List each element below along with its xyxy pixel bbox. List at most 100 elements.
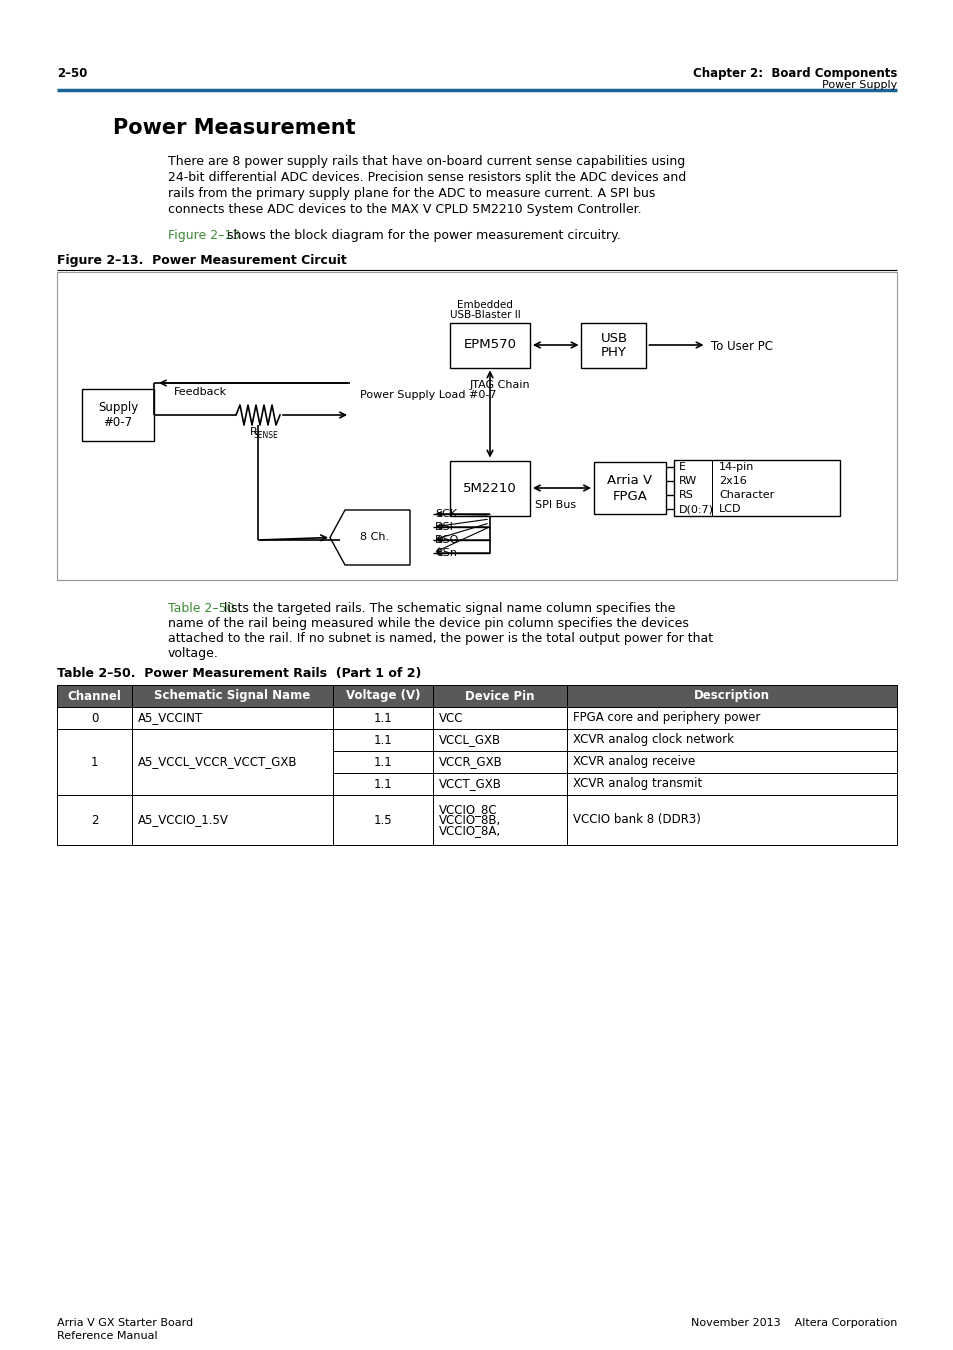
Bar: [333, 707, 433, 729]
Text: Arria V: Arria V: [607, 474, 652, 486]
Bar: [132, 795, 333, 845]
Text: To User PC: To User PC: [711, 339, 773, 352]
Text: Table 2–50.  Power Measurement Rails  (Part 1 of 2): Table 2–50. Power Measurement Rails (Par…: [57, 667, 421, 680]
Text: E: E: [679, 462, 685, 472]
Text: 1.1: 1.1: [374, 711, 392, 725]
Bar: [673, 460, 840, 516]
Text: 1.1: 1.1: [374, 778, 392, 791]
Text: USB: USB: [599, 332, 627, 344]
Text: FPGA: FPGA: [612, 490, 647, 502]
Text: Arria V GX Starter Board: Arria V GX Starter Board: [57, 1318, 193, 1328]
Text: lists the targeted rails. The schematic signal name column specifies the: lists the targeted rails. The schematic …: [220, 602, 675, 616]
Text: VCCIO_8A,: VCCIO_8A,: [438, 824, 500, 837]
Text: connects these ADC devices to the MAX V CPLD 5M2210 System Controller.: connects these ADC devices to the MAX V …: [168, 202, 641, 216]
Text: shows the block diagram for the power measurement circuitry.: shows the block diagram for the power me…: [223, 230, 620, 242]
Text: Power Supply: Power Supply: [821, 80, 896, 90]
Text: VCC: VCC: [438, 711, 463, 725]
Text: 1.5: 1.5: [374, 814, 392, 826]
Text: Figure 2–13: Figure 2–13: [168, 230, 240, 242]
Bar: [132, 684, 333, 707]
Text: Figure 2–13.  Power Measurement Circuit: Figure 2–13. Power Measurement Circuit: [57, 254, 346, 267]
Text: DSO: DSO: [435, 535, 459, 545]
Text: XCVR analog clock network: XCVR analog clock network: [573, 733, 733, 747]
Text: VCCR_GXB: VCCR_GXB: [438, 756, 502, 768]
Text: Schematic Signal Name: Schematic Signal Name: [154, 690, 311, 702]
Text: 2x16: 2x16: [719, 477, 746, 486]
Text: DSI: DSI: [435, 522, 454, 532]
Text: 14-pin: 14-pin: [719, 462, 754, 472]
Bar: [566, 774, 896, 795]
Text: Power Supply Load #0-7: Power Supply Load #0-7: [359, 390, 496, 400]
Bar: [594, 462, 665, 514]
Text: Table 2–50: Table 2–50: [168, 602, 234, 616]
Bar: [433, 729, 566, 751]
Text: Power Measurement: Power Measurement: [112, 117, 355, 138]
Bar: [333, 729, 433, 751]
Text: Chapter 2:  Board Components: Chapter 2: Board Components: [692, 68, 896, 80]
Text: 2: 2: [91, 814, 98, 826]
Text: A5_VCCL_VCCR_VCCT_GXB: A5_VCCL_VCCR_VCCT_GXB: [138, 756, 297, 768]
Text: XCVR analog transmit: XCVR analog transmit: [573, 778, 701, 791]
Bar: [57, 795, 132, 845]
Bar: [82, 389, 153, 441]
Text: voltage.: voltage.: [168, 647, 218, 660]
Text: rails from the primary supply plane for the ADC to measure current. A SPI bus: rails from the primary supply plane for …: [168, 188, 655, 200]
Text: SENSE: SENSE: [253, 431, 278, 440]
Bar: [566, 795, 896, 845]
Bar: [566, 707, 896, 729]
Text: 24-bit differential ADC devices. Precision sense resistors split the ADC devices: 24-bit differential ADC devices. Precisi…: [168, 171, 685, 184]
Text: Supply: Supply: [98, 401, 138, 413]
Text: VCCT_GXB: VCCT_GXB: [438, 778, 501, 791]
Bar: [132, 729, 333, 795]
Text: R: R: [250, 427, 257, 437]
Text: 1.1: 1.1: [374, 733, 392, 747]
Bar: [581, 323, 646, 367]
Text: 1.1: 1.1: [374, 756, 392, 768]
Text: Character: Character: [719, 490, 774, 500]
Text: Embedded: Embedded: [456, 301, 513, 310]
Text: SPI Bus: SPI Bus: [535, 500, 576, 510]
Text: A5_VCCINT: A5_VCCINT: [138, 711, 203, 725]
Bar: [566, 684, 896, 707]
Text: attached to the rail. If no subnet is named, the power is the total output power: attached to the rail. If no subnet is na…: [168, 632, 713, 645]
Bar: [333, 774, 433, 795]
Bar: [566, 729, 896, 751]
Text: EPM570: EPM570: [463, 339, 516, 351]
Text: Channel: Channel: [68, 690, 121, 702]
Text: Device Pin: Device Pin: [465, 690, 535, 702]
Text: CSn: CSn: [435, 548, 456, 558]
Text: RS: RS: [679, 490, 693, 500]
Text: LCD: LCD: [719, 504, 740, 514]
Bar: [333, 795, 433, 845]
Text: 5M2210: 5M2210: [462, 482, 517, 494]
Text: VCCIO bank 8 (DDR3): VCCIO bank 8 (DDR3): [573, 814, 700, 826]
Text: Voltage (V): Voltage (V): [345, 690, 420, 702]
Bar: [57, 729, 132, 795]
Text: Feedback: Feedback: [173, 387, 226, 397]
Bar: [57, 271, 896, 580]
Bar: [433, 751, 566, 774]
Bar: [433, 774, 566, 795]
Bar: [433, 707, 566, 729]
Text: VCCIO_8C: VCCIO_8C: [438, 803, 497, 815]
Text: 8 Ch.: 8 Ch.: [360, 532, 389, 543]
Bar: [57, 707, 132, 729]
Text: PHY: PHY: [600, 346, 626, 359]
Bar: [57, 684, 132, 707]
Bar: [132, 707, 333, 729]
Text: VCCL_GXB: VCCL_GXB: [438, 733, 500, 747]
Text: 0: 0: [91, 711, 98, 725]
Bar: [566, 751, 896, 774]
Bar: [433, 684, 566, 707]
Text: RW: RW: [679, 477, 697, 486]
Text: D(0:7): D(0:7): [679, 504, 713, 514]
Text: A5_VCCIO_1.5V: A5_VCCIO_1.5V: [138, 814, 229, 826]
Bar: [433, 795, 566, 845]
Text: 2–50: 2–50: [57, 68, 88, 80]
Text: SCK: SCK: [435, 509, 456, 518]
Text: VCCIO_8B,: VCCIO_8B,: [438, 814, 500, 826]
Bar: [450, 460, 530, 516]
Text: #0-7: #0-7: [103, 417, 132, 429]
Text: There are 8 power supply rails that have on-board current sense capabilities usi: There are 8 power supply rails that have…: [168, 155, 684, 167]
Text: Description: Description: [693, 690, 769, 702]
